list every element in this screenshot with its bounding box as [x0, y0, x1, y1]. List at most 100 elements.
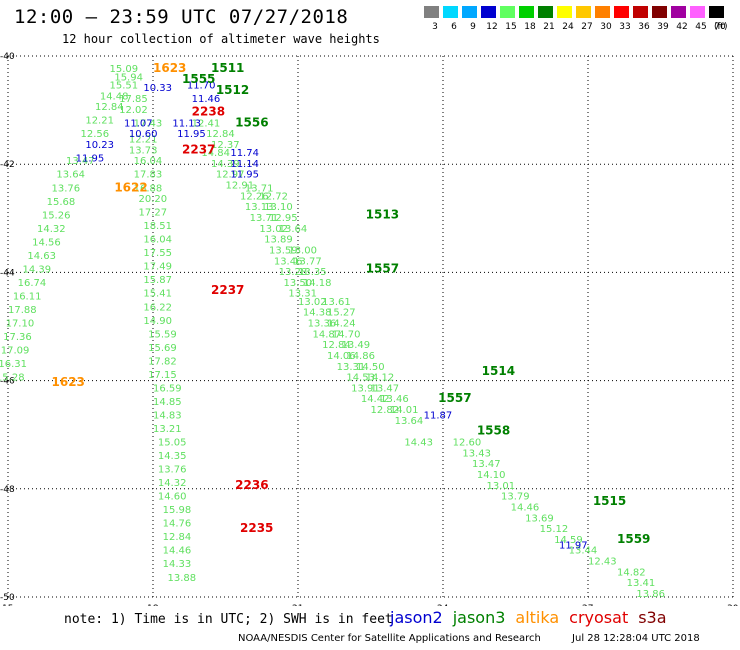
swh-value-label: 15.26: [42, 210, 71, 221]
pass-number-label: 1622: [114, 180, 147, 194]
lat-tick-label: -46: [0, 377, 15, 387]
swh-value-label: 12.37: [211, 140, 240, 151]
swh-value-label: 16.88: [134, 183, 163, 194]
lat-tick-label: -48: [0, 485, 15, 495]
pass-number-label: 1515: [593, 494, 626, 508]
lon-tick-label: 18: [147, 604, 159, 606]
wave-height-map[interactable]: 15 18 21 24 27 30 -40 -42 -44 -46 -48 -50 15.0915.94…: [0, 50, 740, 606]
swh-value-label: 14.53: [346, 373, 375, 384]
swh-value-label: 18.51: [143, 221, 172, 232]
pass-number-label: 1559: [617, 532, 650, 546]
swh-value-label: 13.41: [627, 578, 656, 589]
swh-value-label: 12.84: [163, 532, 192, 543]
swh-value-label: 16.22: [143, 302, 172, 313]
swh-value-label: 14.86: [346, 351, 375, 362]
swh-value-label: 14.56: [32, 237, 61, 248]
color-swatch: [443, 6, 458, 18]
swh-value-label: 14.01: [390, 405, 419, 416]
lat-tick-label: -50: [0, 593, 15, 603]
swh-value-label: 17.49: [143, 262, 172, 273]
swh-value-label: 14.48: [100, 91, 129, 102]
swh-value-label: 13.71: [245, 183, 274, 194]
color-swatch: [557, 6, 572, 18]
page-title: 12:00 – 23:59 UTC 07/27/2018: [14, 6, 349, 28]
swh-value-label: 17.85: [119, 94, 148, 105]
swh-value-label: 12.95: [269, 213, 298, 224]
credit-footer: NOAA/NESDIS Center for Satellite Applica…: [238, 633, 728, 644]
swh-value-label: 13.47: [371, 383, 400, 394]
swh-value-label: 14.87: [313, 329, 342, 340]
page-subtitle: 12 hour collection of altimeter wave hei…: [62, 32, 380, 46]
swh-value-label: 12.43: [588, 557, 617, 568]
swh-value-label: 13.64: [279, 224, 308, 235]
swh-value-label: 13.89: [264, 235, 293, 246]
swh-value-label: 11.07: [124, 118, 153, 129]
swh-value-label: 11.46: [192, 94, 221, 105]
swh-value-label: 13.28: [279, 267, 308, 278]
units-note: note: 1) Time is in UTC; 2) SWH is in fe…: [64, 612, 393, 627]
swh-value-label: 17.15: [148, 370, 177, 381]
swh-value-label: 14.32: [37, 224, 66, 235]
swh-value-label: 12.21: [85, 116, 114, 127]
swh-value-label: 13.36: [308, 319, 337, 330]
swh-value-label: 13.91: [351, 383, 380, 394]
color-swatch: [538, 6, 553, 18]
pass-number-label: 1558: [477, 424, 510, 438]
swh-value-label: 11.95: [76, 153, 105, 164]
pass-number-label: 1514: [482, 364, 515, 378]
swh-value-label: 14.24: [327, 319, 356, 330]
pass-number-label: 1623: [52, 375, 85, 389]
swh-value-label: 15.27: [327, 308, 356, 319]
swh-value-label: 14.46: [163, 546, 192, 557]
swh-value-label: 14.43: [404, 438, 433, 449]
swh-value-label: 17.10: [6, 319, 35, 330]
swh-value-label: 14.18: [303, 278, 332, 289]
legend-item-altika: altika: [515, 608, 560, 627]
swh-value-label: 10.33: [143, 83, 172, 94]
lon-tick-label: 30: [727, 604, 739, 606]
color-scale-label: 21: [543, 22, 555, 32]
pass-number-label: 1513: [366, 207, 399, 221]
swh-value-label: 13.76: [158, 465, 187, 476]
swh-value-label: 13.47: [66, 156, 95, 167]
swh-value-label: 15.41: [143, 289, 172, 300]
color-swatch: [690, 6, 705, 18]
color-swatch: [519, 6, 534, 18]
swh-value-label: 11.74: [230, 148, 259, 159]
swh-value-label: 15.87: [143, 275, 172, 286]
lat-tick-label: -42: [0, 160, 15, 170]
color-scale-label: 36: [638, 22, 650, 32]
swh-value-label: 13.86: [636, 589, 665, 600]
swh-value-label: 13.02: [298, 297, 327, 308]
swh-value-label: 13.31: [288, 289, 317, 300]
swh-value-label: 16.04: [134, 156, 163, 167]
swh-value-label: 13.76: [52, 183, 81, 194]
pass-number-label: 1557: [366, 261, 399, 275]
color-swatch: [424, 6, 439, 18]
swh-value-label: 14.83: [153, 410, 182, 421]
pass-number-label: 2237: [211, 283, 244, 297]
color-scale-label: 27: [581, 22, 593, 32]
pass-number-label: 2238: [192, 105, 225, 119]
color-swatch: [652, 6, 667, 18]
color-scale-label: 70: [714, 22, 726, 32]
legend-item-jason3: jason3: [452, 608, 506, 627]
swh-value-label: 12.82: [371, 405, 400, 416]
swh-value-label: 11.13: [172, 118, 201, 129]
swh-value-label: 17.55: [143, 248, 172, 259]
swh-value-label: 14.70: [332, 329, 361, 340]
swh-value-label: 17.36: [3, 332, 32, 343]
color-scale-label: 30: [600, 22, 612, 32]
pass-number-label: 1557: [438, 391, 471, 405]
swh-value-label: 15.09: [110, 64, 139, 75]
swh-value-label: 12.84: [95, 102, 124, 113]
swh-value-label: 13.50: [284, 278, 313, 289]
swh-value-label: 12.26: [240, 191, 269, 202]
swh-value-label: 15.28: [0, 373, 25, 384]
color-swatch: [709, 6, 724, 18]
swh-value-label: 14.63: [27, 251, 56, 262]
swh-value-label: 15.59: [148, 329, 177, 340]
color-swatch: [595, 6, 610, 18]
pass-number-label: 2236: [235, 478, 268, 492]
color-scale-unit: (ft): [714, 22, 728, 32]
